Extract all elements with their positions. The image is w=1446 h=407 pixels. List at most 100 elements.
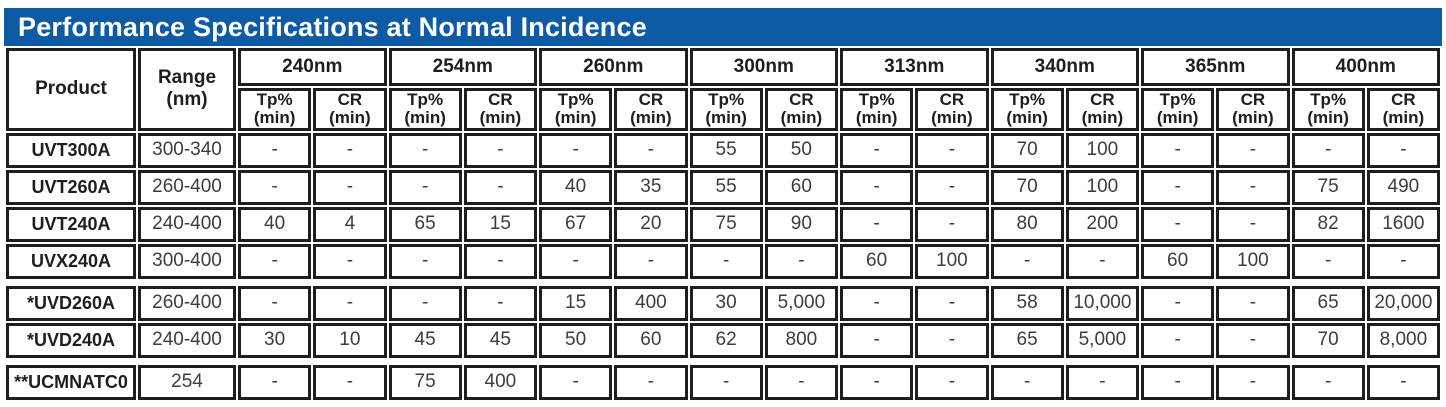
cr-value-UVD260A-340nm: 10,000 bbox=[1065, 285, 1139, 321]
tp-value-UVD240A-400nm: 70 bbox=[1291, 322, 1365, 358]
cr-value-UVT300A-240nm: - bbox=[313, 132, 387, 168]
cr-value-UCMNATC0-254nm: 400 bbox=[463, 364, 537, 400]
tp-value-UVX240A-260nm: - bbox=[539, 243, 613, 279]
tp-value-UVD240A-365nm: - bbox=[1141, 322, 1215, 358]
cr-value-UVD240A-313nm: - bbox=[915, 322, 989, 358]
product-column-header: Product bbox=[6, 48, 136, 131]
tp-value-UVT260A-300nm: 55 bbox=[689, 169, 763, 205]
tp-value-UVD260A-254nm: - bbox=[388, 285, 462, 321]
cr-min-subheader-340nm: CR (min) bbox=[1065, 88, 1139, 131]
tp-value-UVD260A-365nm: - bbox=[1141, 285, 1215, 321]
cr-value-UVT260A-240nm: - bbox=[313, 169, 387, 205]
product-cell-UVT240A: UVT240A bbox=[6, 206, 136, 242]
range-cell-UVT300A: 300-340 bbox=[138, 132, 236, 168]
tp-value-UVX240A-340nm: - bbox=[990, 243, 1064, 279]
cr-value-UVX240A-313nm: 100 bbox=[915, 243, 989, 279]
tp-value-UVD260A-300nm: 30 bbox=[689, 285, 763, 321]
tp-min-subheader-313nm: Tp% (min) bbox=[840, 88, 914, 131]
cr-min-subheader-300nm: CR (min) bbox=[764, 88, 838, 131]
cr-value-UVD240A-400nm: 8,000 bbox=[1366, 322, 1440, 358]
wavelength-header-260nm: 260nm bbox=[539, 48, 688, 86]
tp-value-UVD240A-254nm: 45 bbox=[388, 322, 462, 358]
tp-value-UVT240A-365nm: - bbox=[1141, 206, 1215, 242]
cr-value-UVX240A-340nm: - bbox=[1065, 243, 1139, 279]
tp-value-UVT260A-254nm: - bbox=[388, 169, 462, 205]
cr-value-UVD240A-365nm: - bbox=[1216, 322, 1290, 358]
tp-value-UVX240A-300nm: - bbox=[689, 243, 763, 279]
table-row-UVT260A: UVT260A 260-400- - - -40 35 55 60- -70 100- -75 490 bbox=[6, 169, 1440, 205]
tp-value-UVD240A-300nm: 62 bbox=[689, 322, 763, 358]
cr-value-UVD240A-300nm: 800 bbox=[764, 322, 838, 358]
tp-value-UVT300A-400nm: - bbox=[1291, 132, 1365, 168]
table-title-bar: Performance Specifications at Normal Inc… bbox=[4, 8, 1442, 46]
cr-value-UVT240A-240nm: 4 bbox=[313, 206, 387, 242]
tp-value-UCMNATC0-254nm: 75 bbox=[388, 364, 462, 400]
group-gap-cell bbox=[6, 360, 1440, 363]
table-row-UCMNATC0: **UCMNATC0 254- -75 400- - - - - - - - - - - - bbox=[6, 364, 1440, 400]
product-cell-UVX240A: UVX240A bbox=[6, 243, 136, 279]
tp-min-subheader-340nm: Tp% (min) bbox=[990, 88, 1064, 131]
tp-value-UVT300A-240nm: - bbox=[238, 132, 312, 168]
wavelength-header-313nm: 313nm bbox=[840, 48, 989, 86]
cr-value-UVT300A-300nm: 50 bbox=[764, 132, 838, 168]
range-cell-UVD240A: 240-400 bbox=[138, 322, 236, 358]
tp-value-UCMNATC0-300nm: - bbox=[689, 364, 763, 400]
tp-value-UVT240A-300nm: 75 bbox=[689, 206, 763, 242]
cr-value-UVX240A-240nm: - bbox=[313, 243, 387, 279]
product-cell-UVT260A: UVT260A bbox=[6, 169, 136, 205]
table-row-UVD240A: *UVD240A 240-400 30 10 45 45 50 60 62 800- -65 5,00… bbox=[6, 322, 1440, 358]
tp-value-UVT240A-254nm: 65 bbox=[388, 206, 462, 242]
table-row-UVX240A: UVX240A 300-400- - - - - - - -60 100- -60 100- - bbox=[6, 243, 1440, 279]
tp-value-UVT300A-313nm: - bbox=[840, 132, 914, 168]
cr-value-UVT260A-365nm: - bbox=[1216, 169, 1290, 205]
cr-value-UVD260A-313nm: - bbox=[915, 285, 989, 321]
tp-value-UVT260A-260nm: 40 bbox=[539, 169, 613, 205]
tp-value-UVT260A-240nm: - bbox=[238, 169, 312, 205]
cr-value-UVD260A-240nm: - bbox=[313, 285, 387, 321]
cr-value-UVD240A-260nm: 60 bbox=[614, 322, 688, 358]
tp-value-UVD240A-240nm: 30 bbox=[238, 322, 312, 358]
tp-value-UVX240A-365nm: 60 bbox=[1141, 243, 1215, 279]
cr-value-UVD240A-240nm: 10 bbox=[313, 322, 387, 358]
product-cell-UCMNATC0: **UCMNATC0 bbox=[6, 364, 136, 400]
cr-value-UVD240A-254nm: 45 bbox=[463, 322, 537, 358]
cr-value-UVT260A-340nm: 100 bbox=[1065, 169, 1139, 205]
tp-value-UCMNATC0-365nm: - bbox=[1141, 364, 1215, 400]
tp-value-UVT260A-400nm: 75 bbox=[1291, 169, 1365, 205]
cr-value-UVT300A-260nm: - bbox=[614, 132, 688, 168]
product-cell-UVD260A: *UVD260A bbox=[6, 285, 136, 321]
cr-value-UVD240A-340nm: 5,000 bbox=[1065, 322, 1139, 358]
cr-value-UCMNATC0-260nm: - bbox=[614, 364, 688, 400]
tp-value-UCMNATC0-240nm: - bbox=[238, 364, 312, 400]
cr-value-UCMNATC0-365nm: - bbox=[1216, 364, 1290, 400]
cr-value-UVT240A-400nm: 1600 bbox=[1366, 206, 1440, 242]
tp-value-UVT240A-340nm: 80 bbox=[990, 206, 1064, 242]
table-body: UVT300A 300-340- - - - - -55 50- -70 100- - - - UVT26… bbox=[6, 132, 1440, 400]
cr-value-UVT240A-254nm: 15 bbox=[463, 206, 537, 242]
cr-min-subheader-260nm: CR (min) bbox=[614, 88, 688, 131]
table-row-UVD260A: *UVD260A 260-400- - - -15 400 30 5,000- -58 10,00… bbox=[6, 285, 1440, 321]
cr-value-UVT240A-313nm: - bbox=[915, 206, 989, 242]
tp-value-UCMNATC0-400nm: - bbox=[1291, 364, 1365, 400]
performance-spec-table: Product Range (nm) 240nm 254nm 260nm 300nm 3… bbox=[4, 46, 1442, 402]
tp-value-UVD260A-240nm: - bbox=[238, 285, 312, 321]
tp-value-UVX240A-254nm: - bbox=[388, 243, 462, 279]
wavelength-header-400nm: 400nm bbox=[1291, 48, 1440, 86]
table-row-UVT300A: UVT300A 300-340- - - - - -55 50- -70 100- - - - bbox=[6, 132, 1440, 168]
cr-value-UVD260A-365nm: - bbox=[1216, 285, 1290, 321]
cr-value-UVT260A-260nm: 35 bbox=[614, 169, 688, 205]
tp-value-UVT240A-400nm: 82 bbox=[1291, 206, 1365, 242]
cr-value-UVT260A-313nm: - bbox=[915, 169, 989, 205]
tp-value-UVT240A-313nm: - bbox=[840, 206, 914, 242]
cr-value-UVX240A-300nm: - bbox=[764, 243, 838, 279]
table-header: Product Range (nm) 240nm 254nm 260nm 300nm 3… bbox=[6, 48, 1440, 131]
cr-min-subheader-240nm: CR (min) bbox=[313, 88, 387, 131]
wavelength-header-365nm: 365nm bbox=[1141, 48, 1290, 86]
tp-min-subheader-254nm: Tp% (min) bbox=[388, 88, 462, 131]
cr-value-UVX240A-254nm: - bbox=[463, 243, 537, 279]
cr-value-UVT300A-340nm: 100 bbox=[1065, 132, 1139, 168]
cr-value-UVD260A-260nm: 400 bbox=[614, 285, 688, 321]
tp-value-UVD260A-313nm: - bbox=[840, 285, 914, 321]
tp-value-UVT240A-240nm: 40 bbox=[238, 206, 312, 242]
tp-min-subheader-300nm: Tp% (min) bbox=[689, 88, 763, 131]
